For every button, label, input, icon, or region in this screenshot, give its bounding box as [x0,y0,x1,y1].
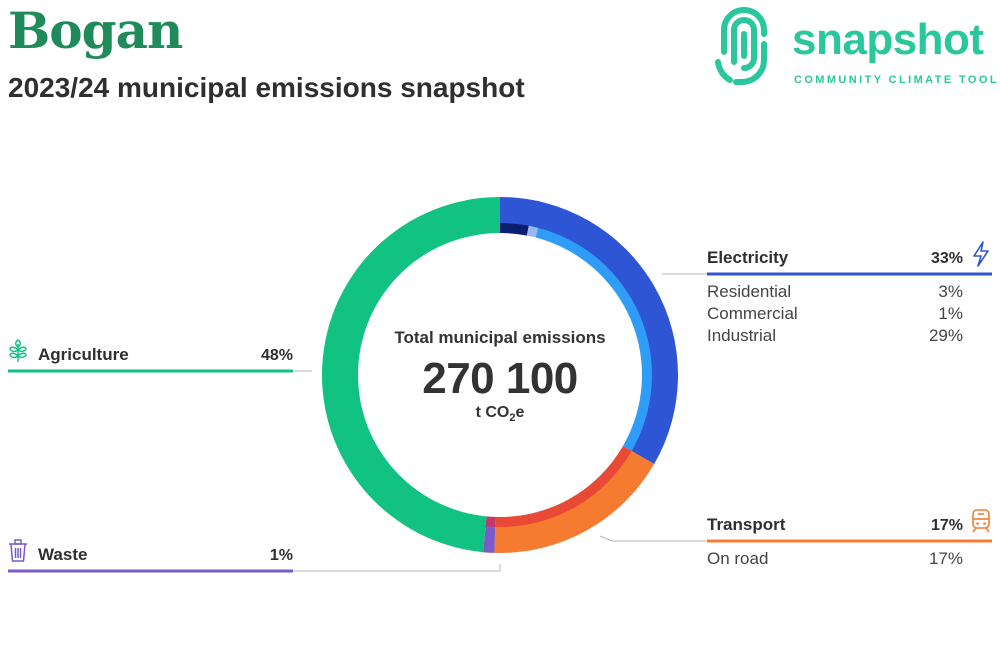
electricity-percent: 33% [930,250,963,267]
commercial-percent: 1% [938,304,963,323]
industrial-percent: 29% [928,326,963,345]
commercial-row: Commercial 1% [707,304,963,324]
residential-row: Residential 3% [707,282,963,302]
waste-inner-arc-0 [485,516,496,527]
waste-percent: 1% [269,547,293,564]
trash-bin-icon [9,539,27,562]
electricity-inner-arc-industrial [535,227,652,451]
on-road-percent: 17% [928,549,963,568]
page-title: Bogan [8,1,183,60]
commercial-label: Commercial [707,304,798,323]
electricity-header: Electricity 33% [707,248,963,272]
center-total-unit: t CO2e [360,404,640,424]
electricity-label: Electricity [707,248,789,267]
agriculture-percent: 48% [260,347,293,364]
transport-label: Transport [707,515,786,534]
agriculture-label: Agriculture [38,345,129,364]
electricity-inner-arc-commercial [526,225,539,238]
on-road-label: On road [707,549,769,568]
center-total-label: Total municipal emissions [394,328,606,347]
center-total-value: 270 100 [422,354,578,403]
unit-suffix: e [515,404,525,421]
industrial-row: Industrial 29% [707,326,963,346]
transport-percent: 17% [930,517,963,534]
electricity-inner-arc-residential [500,223,529,236]
waste-header: Waste 1% [38,545,293,569]
page-subtitle: 2023/24 municipal emissions snapshot [8,72,525,103]
train-icon [972,509,990,533]
logo-wordmark: snapshot [792,15,984,64]
fingerprint-logo-icon [715,7,767,85]
on-road-row: On road 17% [707,549,963,569]
transport-inner-arc-on-road [495,446,632,527]
transport-outer-arc [494,450,655,553]
waste-label: Waste [38,545,88,564]
plant-icon [9,339,27,362]
waste-outer-arc [483,524,496,553]
waste-leader-line [293,564,501,572]
industrial-label: Industrial [707,326,776,345]
electricity-outer-arc [500,197,678,464]
snapshot-logo: snapshot COMMUNITY CLIMATE TOOL [712,0,1000,92]
logo-tagline: COMMUNITY CLIMATE TOOL [794,74,999,86]
transport-header: Transport 17% [707,515,963,539]
unit-subscript: 2 [509,412,516,425]
agriculture-outer-arc [321,197,500,553]
agriculture-header: Agriculture 48% [38,345,293,369]
unit-main: t CO [475,404,510,421]
lightning-bolt-icon [973,241,989,267]
residential-label: Residential [707,282,792,301]
transport-leader-line [599,535,707,542]
residential-percent: 3% [938,282,963,301]
